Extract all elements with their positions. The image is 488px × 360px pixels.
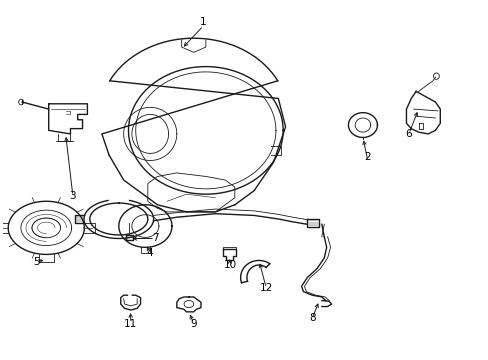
Text: 11: 11 <box>124 319 137 329</box>
Text: 9: 9 <box>190 319 197 329</box>
Text: 5: 5 <box>33 257 40 266</box>
Text: 1: 1 <box>200 17 206 27</box>
Text: 6: 6 <box>405 129 411 139</box>
Text: 4: 4 <box>146 248 153 258</box>
Text: 12: 12 <box>259 283 272 293</box>
Text: 2: 2 <box>364 152 370 162</box>
Text: 7: 7 <box>151 234 158 243</box>
Text: 3: 3 <box>69 191 76 201</box>
Text: 10: 10 <box>223 260 236 270</box>
Text: 8: 8 <box>308 313 315 323</box>
